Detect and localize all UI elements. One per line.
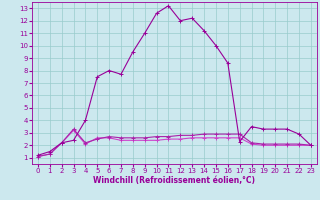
X-axis label: Windchill (Refroidissement éolien,°C): Windchill (Refroidissement éolien,°C) bbox=[93, 176, 255, 185]
